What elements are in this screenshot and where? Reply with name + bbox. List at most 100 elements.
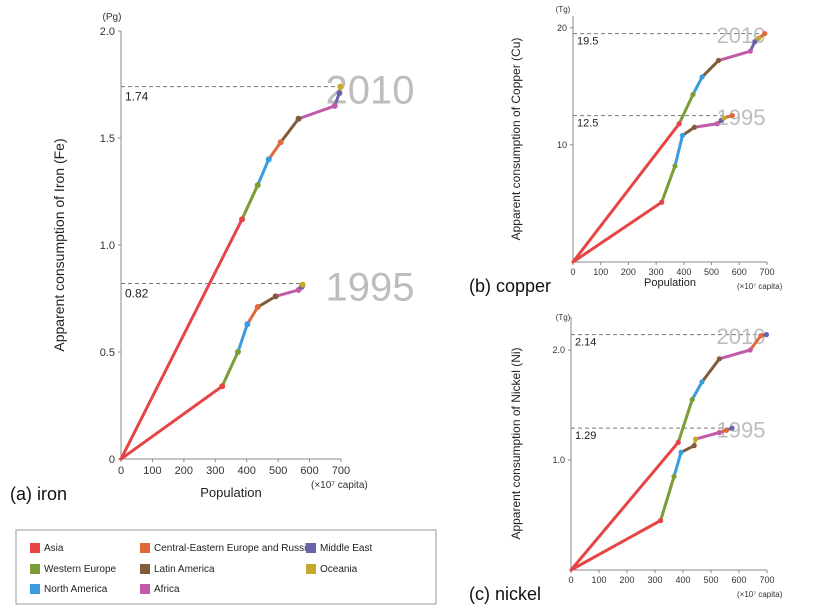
legend-label: Oceania: [320, 564, 358, 575]
y-tick-label: 0.5: [100, 347, 115, 359]
data-point-oceania: [721, 115, 727, 121]
y-tick-label: 1.5: [100, 133, 115, 145]
data-point-north-america: [699, 74, 705, 80]
segment-asia: [569, 519, 663, 572]
data-point-western-europe: [234, 349, 241, 355]
segment-asia: [571, 122, 681, 264]
x-tick-label: 500: [704, 267, 719, 277]
data-point-oceania: [337, 83, 344, 90]
year-label: 2010: [717, 324, 766, 349]
data-point-africa: [716, 429, 723, 436]
series-2010: 2.14 2010: [569, 324, 770, 572]
data-point-western-europe: [689, 396, 695, 403]
x-tick-label: 300: [206, 465, 224, 477]
segment-western-europe: [240, 183, 260, 221]
data-point-asia: [675, 439, 681, 445]
legend-swatch: [306, 543, 316, 553]
year-label: 2010: [717, 23, 766, 48]
data-point-western-europe: [672, 163, 678, 169]
y-tick-label: 2.0: [100, 26, 115, 38]
x-tick-label: 200: [621, 267, 636, 277]
legend-label: Central-Eastern Europe and Russia: [154, 543, 312, 554]
x-unit-label: (×10⁷ capita): [311, 480, 368, 491]
data-point-central-eastern-europe-and-russia: [762, 30, 768, 37]
data-point-latin-america: [716, 356, 723, 362]
year-label: 1995: [326, 265, 415, 309]
data-point-asia: [239, 216, 245, 223]
x-axis-label: Population: [644, 277, 696, 289]
segment-latin-america: [256, 294, 278, 309]
x-tick-label: 200: [619, 575, 634, 585]
legend-swatch: [140, 564, 150, 574]
x-tick-label: 400: [675, 575, 690, 585]
x-tick-label: 100: [593, 267, 608, 277]
data-point-western-europe: [671, 473, 677, 480]
segment-north-america: [256, 157, 271, 187]
segment-north-america: [236, 322, 249, 354]
y-axis-label: Apparent consumption of Iron (Fe): [51, 138, 67, 351]
segment-western-europe: [220, 350, 240, 388]
data-point-oceania: [756, 35, 762, 41]
segment-africa: [717, 49, 752, 63]
x-tick-label: 700: [759, 575, 774, 585]
segment-central-eastern-europe-and-russia: [245, 305, 260, 326]
legend-item: Africa: [140, 584, 180, 595]
y-tick-label: 1.0: [552, 455, 565, 465]
segment-north-america: [691, 75, 704, 96]
x-tick-label: 300: [647, 575, 662, 585]
data-point-latin-america: [272, 293, 279, 300]
data-point-western-europe: [690, 91, 696, 98]
data-point-africa: [747, 48, 753, 54]
data-point-asia: [659, 199, 665, 205]
data-point-africa: [714, 121, 720, 127]
data-point-western-europe: [254, 182, 261, 189]
y-unit-label: (Pg): [103, 12, 122, 23]
segment-latin-america: [700, 357, 721, 384]
reference-value-label: 1.74: [125, 90, 149, 104]
x-axis-label: Population: [200, 485, 261, 500]
data-point-central-eastern-europe-and-russia: [723, 427, 730, 433]
legend-item: Western Europe: [30, 564, 117, 575]
chart-panel-3: 0 100 200 300 400 500 600 700 1.0 2.0 (Tg) (×10⁷ ca…: [469, 313, 783, 604]
legend-swatch: [30, 543, 40, 553]
legend-box: [15, 529, 437, 605]
reference-value-label: 1.29: [575, 430, 596, 442]
data-point-middle-east: [336, 90, 343, 97]
data-point-central-eastern-europe-and-russia: [277, 139, 284, 146]
segment-latin-america: [279, 117, 301, 144]
data-point-north-america: [699, 379, 705, 385]
x-tick-label: 600: [732, 267, 747, 277]
x-tick-label: 700: [759, 267, 774, 277]
series-1995: 12.5 1995: [571, 105, 765, 264]
reference-value-label: 19.5: [577, 36, 598, 48]
segment-africa: [692, 122, 719, 129]
x-tick-label: 500: [269, 465, 287, 477]
segment-central-eastern-europe-and-russia: [748, 334, 763, 352]
segment-asia: [119, 384, 224, 461]
x-tick-label: 600: [300, 465, 318, 477]
legend-label: Latin America: [154, 564, 215, 575]
data-point-oceania: [693, 436, 699, 442]
data-point-central-eastern-europe-and-russia: [729, 112, 735, 119]
y-tick-label: 1.0: [100, 240, 115, 252]
data-point-central-eastern-europe-and-russia: [758, 333, 764, 339]
reference-value-label: 2.14: [575, 337, 596, 349]
legend-swatch: [30, 564, 40, 574]
data-point-middle-east: [752, 39, 758, 45]
series-2010: 1.74 2010: [119, 68, 414, 461]
segment-north-america: [673, 133, 684, 168]
x-tick-label: 300: [649, 267, 664, 277]
x-tick-label: 100: [143, 465, 161, 477]
segment-north-america: [690, 380, 704, 401]
legend-item: North America: [30, 584, 108, 595]
x-tick-label: 700: [332, 465, 350, 477]
x-tick-label: 400: [238, 465, 256, 477]
data-point-middle-east: [729, 425, 735, 431]
segment-asia: [119, 217, 244, 461]
chart-panels: 0 100 200 300 400 500 600 70000.51.01.52.0(Pg)(…: [10, 5, 783, 604]
data-point-asia: [658, 517, 664, 524]
legend-item: Asia: [30, 543, 64, 554]
legend: Asia Central-Eastern Europe and Russia Mid…: [15, 529, 437, 605]
segment-western-europe: [677, 92, 695, 126]
